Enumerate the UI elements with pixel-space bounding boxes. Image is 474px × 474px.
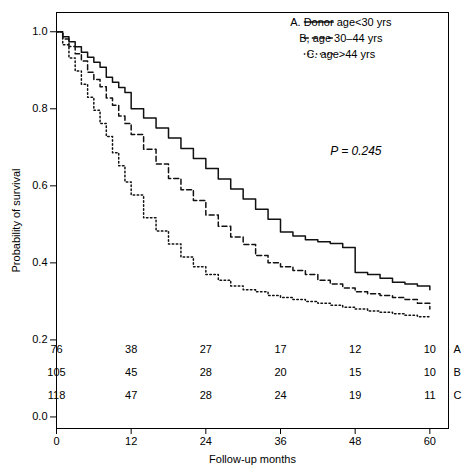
svg-text:C: C [454,389,462,401]
svg-text:15: 15 [349,366,361,378]
svg-text:10: 10 [424,366,436,378]
svg-text:12: 12 [349,343,361,355]
svg-text:0.6: 0.6 [32,179,47,191]
svg-text:60: 60 [424,435,436,447]
svg-text:28: 28 [200,366,212,378]
svg-text:118: 118 [48,389,66,401]
svg-text:45: 45 [125,366,137,378]
svg-text:0.8: 0.8 [32,102,47,114]
svg-text:27: 27 [200,343,212,355]
svg-text:Follow-up months: Follow-up months [209,453,296,465]
svg-text:0.2: 0.2 [32,333,47,345]
svg-text:10: 10 [424,343,436,355]
svg-text:12: 12 [125,435,137,447]
svg-text:19: 19 [349,389,361,401]
svg-text:A: A [454,343,462,355]
svg-text:11: 11 [424,389,435,401]
svg-text:20: 20 [274,366,286,378]
svg-text:0.4: 0.4 [32,256,47,268]
svg-text:36: 36 [274,435,286,447]
svg-text:0: 0 [53,435,59,447]
svg-text:A. Donor age<30 yrs: A. Donor age<30 yrs [290,16,392,28]
svg-text:38: 38 [125,343,137,355]
svg-text:B: B [454,366,461,378]
svg-text:105: 105 [47,366,65,378]
svg-text:C. age>44 yrs: C. age>44 yrs [306,48,375,60]
svg-text:48: 48 [349,435,361,447]
svg-text:P = 0.245: P = 0.245 [330,144,382,158]
svg-text:Probability of survival: Probability of survival [10,169,22,273]
svg-text:24: 24 [274,389,286,401]
svg-text:47: 47 [125,389,137,401]
svg-text:B, age 30–44 yrs: B, age 30–44 yrs [299,32,383,44]
svg-text:17: 17 [274,343,286,355]
svg-text:76: 76 [50,343,62,355]
svg-text:24: 24 [200,435,212,447]
svg-text:0.0: 0.0 [32,410,47,422]
svg-text:28: 28 [200,389,212,401]
svg-text:1.0: 1.0 [32,25,47,37]
